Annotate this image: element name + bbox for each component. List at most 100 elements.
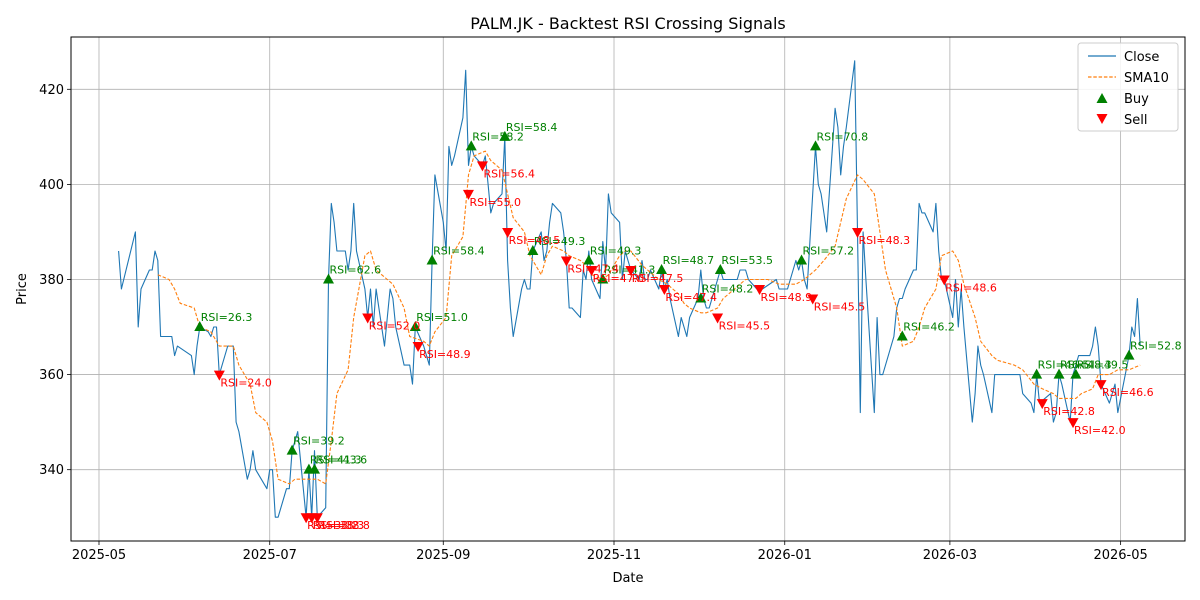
sell-annotation: RSI=48.3 xyxy=(859,234,911,247)
buy-annotation: RSI=58.4 xyxy=(433,244,485,257)
y-tick-label: 380 xyxy=(39,273,64,288)
legend-close-label: Close xyxy=(1124,50,1159,65)
buy-marker xyxy=(409,321,421,332)
chart-title: PALM.JK - Backtest RSI Crossing Signals xyxy=(470,14,785,33)
x-tick-label: 2026-05 xyxy=(1093,548,1147,563)
buy-annotation: RSI=43.6 xyxy=(316,454,368,467)
buy-annotation: RSI=52.8 xyxy=(1130,340,1182,353)
sell-annotation: RSI=45.5 xyxy=(719,320,771,333)
series-line-sma10 xyxy=(157,150,1141,485)
buy-marker xyxy=(597,273,609,284)
buy-annotation: RSI=48.7 xyxy=(663,254,715,267)
buy-marker xyxy=(426,254,438,265)
sell-marker xyxy=(1095,380,1107,391)
buy-annotation: RSI=70.8 xyxy=(817,130,869,143)
plot-frame xyxy=(70,36,1186,542)
sell-marker xyxy=(412,342,424,353)
buy-marker xyxy=(1123,349,1135,360)
sell-marker xyxy=(1067,418,1079,429)
y-tick-label: 340 xyxy=(39,463,64,478)
sell-annotation: RSI=38.2 xyxy=(307,519,359,532)
buy-marker xyxy=(656,263,668,274)
sell-annotation: RSI=48.9 xyxy=(761,291,813,304)
buy-annotation: RSI=62.6 xyxy=(330,263,382,276)
y-tick-label: 400 xyxy=(39,178,64,193)
sell-annotation: RSI=47.4 xyxy=(665,291,717,304)
x-tick-label: 2025-05 xyxy=(72,548,126,563)
sell-marker xyxy=(852,227,864,238)
buy-annotation: RSI=53.5 xyxy=(721,254,773,267)
buy-marker xyxy=(714,263,726,274)
legend: Close SMA10 Buy Sell xyxy=(1077,42,1179,132)
buy-annotation: RSI=57.2 xyxy=(803,244,855,257)
sell-annotation: RSI=38.8 xyxy=(318,519,370,532)
legend-sell-label: Sell xyxy=(1124,113,1147,128)
buy-marker xyxy=(286,444,298,455)
x-tick-label: 2026-03 xyxy=(923,548,977,563)
buy-marker xyxy=(499,130,511,141)
sell-marker xyxy=(560,256,572,267)
sell-marker xyxy=(476,161,488,172)
buy-annotation: RSI=46.2 xyxy=(903,321,955,334)
buy-annotation: RSI=58.4 xyxy=(506,121,558,134)
buy-annotation: RSI=49.5 xyxy=(1077,359,1129,372)
buy-annotation: RSI=26.3 xyxy=(201,311,253,324)
sell-annotation: RSI=56.4 xyxy=(483,167,535,180)
sell-annotation: RSI=47.5 xyxy=(632,272,684,285)
buy-marker xyxy=(810,140,822,151)
x-tick-label: 2025-11 xyxy=(587,548,641,563)
buy-annotation: RSI=49.3 xyxy=(590,244,642,257)
sell-annotation: RSI=38.3 xyxy=(313,519,365,532)
sell-marker xyxy=(712,313,724,324)
y-tick-label: 420 xyxy=(39,83,64,98)
buy-annotation: RSI=46.5 xyxy=(1038,359,1090,372)
buy-marker xyxy=(1053,368,1065,379)
buy-annotation: RSI=39.2 xyxy=(293,435,345,448)
buy-marker xyxy=(695,292,707,303)
sell-annotation: RSI=48.9 xyxy=(419,348,471,361)
x-tick-label: 2026-01 xyxy=(758,548,812,563)
sell-marker xyxy=(462,189,474,200)
x-axis-label: Date xyxy=(612,571,643,586)
buy-annotation: RSI=49.3 xyxy=(534,235,586,248)
sell-annotation: RSI=48.6 xyxy=(945,281,997,294)
sell-annotation: RSI=45.5 xyxy=(814,301,866,314)
sell-marker xyxy=(1036,399,1048,410)
buy-marker xyxy=(527,244,539,255)
sell-annotation: RSI=55.0 xyxy=(469,196,521,209)
sell-marker xyxy=(658,285,670,295)
x-axis: 2025-05 2025-07 2025-09 2025-11 2026-01 2026-… xyxy=(72,541,1148,563)
sell-annotation: RSI=24.0 xyxy=(220,377,272,390)
sell-marker xyxy=(807,294,819,305)
buy-annotation: RSI=51.0 xyxy=(416,311,468,324)
buy-marker xyxy=(323,273,335,284)
buy-marker xyxy=(796,254,808,265)
buy-marker xyxy=(194,321,206,332)
y-tick-label: 360 xyxy=(39,368,64,383)
sell-annotation: RSI=42.0 xyxy=(1074,424,1126,437)
y-axis: 340 360 380 400 420 xyxy=(39,83,71,478)
legend-buy-label: Buy xyxy=(1124,92,1149,107)
legend-sell-marker xyxy=(1096,114,1108,124)
legend-box xyxy=(1077,42,1179,132)
sell-annotation: RSI=52.0 xyxy=(369,320,421,333)
buy-marker xyxy=(309,463,321,474)
sell-marker xyxy=(938,275,950,286)
legend-sma10-label: SMA10 xyxy=(1124,71,1169,86)
x-tick-label: 2025-07 xyxy=(243,548,297,563)
sell-annotation: RSI=48.5 xyxy=(509,234,561,247)
buy-marker xyxy=(465,140,477,151)
y-axis-label: Price xyxy=(15,273,30,305)
sell-annotation: RSI=46.6 xyxy=(1102,386,1154,399)
sell-marker xyxy=(754,285,766,295)
x-tick-label: 2025-09 xyxy=(416,548,470,563)
buy-annotation: RSI=48.3 xyxy=(1060,359,1112,372)
buy-marker xyxy=(1031,368,1043,379)
sell-marker xyxy=(362,313,374,324)
sell-marker xyxy=(502,227,514,238)
grid xyxy=(71,37,1185,541)
buy-annotation: RSI=58.2 xyxy=(472,130,524,143)
legend-buy-marker xyxy=(1096,93,1108,103)
